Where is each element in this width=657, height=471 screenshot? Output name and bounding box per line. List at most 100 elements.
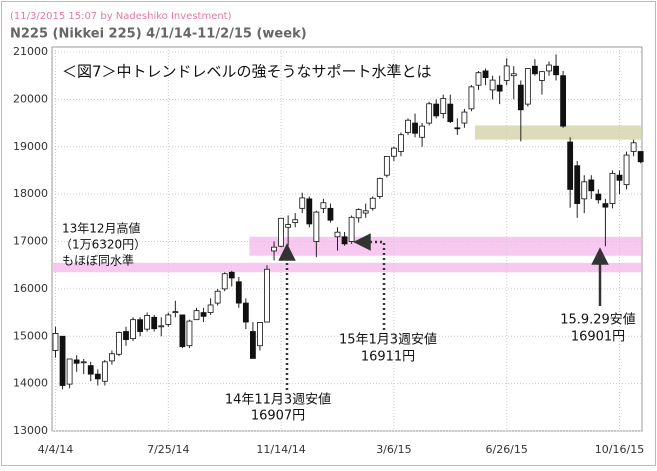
annotation: 14年11月3週安値 [225, 392, 331, 408]
candle-body [313, 211, 320, 242]
candle-body [306, 198, 313, 225]
candle-body [398, 134, 404, 152]
candle-body [390, 147, 397, 157]
y-tick-label: 16000 [13, 282, 48, 295]
y-tick-label: 14000 [13, 377, 48, 390]
candle-body [376, 177, 383, 197]
candle-body [623, 154, 630, 186]
candle-body [271, 246, 277, 252]
annotation: 15年1月3週安値 [339, 332, 437, 348]
candle-body [172, 311, 179, 314]
candle-body [517, 84, 524, 111]
y-tick-label: 21000 [13, 45, 48, 58]
candle-body [489, 79, 496, 91]
candle-body [158, 325, 165, 328]
candle-body [581, 181, 588, 200]
candle-body [80, 361, 87, 364]
y-tick-label: 20000 [13, 92, 48, 105]
candle-body [264, 268, 270, 323]
candle-body [475, 72, 482, 86]
annotation: 16901円 [571, 330, 625, 345]
candle-body [257, 322, 263, 347]
candle-body [405, 119, 411, 133]
candle-body [369, 197, 376, 209]
candle-body [249, 331, 256, 359]
y-tick-label: 15000 [13, 329, 48, 342]
candle-body [59, 335, 66, 386]
candle-body [440, 98, 447, 114]
candle-body [186, 320, 193, 347]
x-tick-label: 7/25/14 [147, 443, 189, 456]
candle-body [412, 122, 418, 134]
candle-body [130, 319, 136, 340]
candle-body [546, 64, 552, 72]
candle-body [348, 216, 355, 242]
candle-body [426, 103, 433, 124]
annotation: （1万6320円） [60, 238, 146, 252]
support-zone [249, 236, 641, 256]
x-tick-label: 10/16/15 [595, 443, 644, 456]
candle-body [482, 70, 489, 78]
candle-body [334, 231, 341, 238]
candle-body [532, 65, 538, 75]
candle-body [228, 271, 235, 279]
candle-body [574, 165, 581, 204]
y-tick-label: 19000 [13, 140, 48, 153]
candle-body [242, 302, 249, 323]
candle-body [151, 316, 158, 330]
candle-body [52, 333, 59, 351]
candle-body [616, 174, 623, 181]
annotation: 13年12月高値 [62, 221, 141, 236]
candle-body [383, 155, 390, 176]
candle-body [637, 151, 644, 163]
chart-title: ＜図7＞中トレンドレベルの強そうなサポート水準とは [62, 63, 432, 81]
candle-body [588, 179, 595, 192]
annotation: 16911円 [361, 350, 415, 365]
candle-body [461, 111, 468, 124]
y-tick-label: 13000 [13, 424, 48, 437]
candle-body [200, 312, 207, 317]
x-tick-label: 4/4/14 [38, 443, 73, 456]
annotation: もほぼ同水準 [62, 253, 134, 268]
header: (11/3/2015 15:07 by Nadeshiko Investment… [10, 11, 232, 22]
candle-body [221, 273, 228, 290]
x-tick-label: 11/14/14 [256, 443, 305, 456]
candle-body [503, 65, 510, 81]
candle-body [524, 68, 531, 105]
candle-body [560, 75, 566, 127]
candle-body [299, 197, 306, 209]
support-zone [53, 262, 641, 273]
candle-body [539, 71, 545, 81]
candle-body [66, 358, 73, 385]
annotation: 16907円 [251, 409, 305, 424]
candle-body [94, 373, 101, 380]
candle-body [285, 224, 292, 228]
candle-body [447, 103, 454, 122]
candle-body [292, 219, 299, 223]
candle-body [207, 304, 214, 313]
candle-body [419, 125, 426, 138]
candle-body [595, 193, 602, 201]
candle-body [144, 315, 151, 330]
candle-body [214, 290, 221, 304]
candle-body [116, 332, 122, 355]
subtitle: N225 (Nikkei 225) 4/1/14-11/2/15 (week) [10, 27, 307, 42]
candle-body [73, 359, 80, 364]
candle-body [341, 236, 348, 245]
candle-body [553, 65, 559, 76]
candle-body [137, 319, 144, 332]
candle-body [278, 217, 285, 247]
candle-body [327, 207, 334, 221]
candle-body [179, 314, 186, 348]
y-tick-label: 18000 [13, 187, 48, 200]
candle-body [109, 353, 115, 362]
candle-body [496, 84, 503, 92]
x-tick-label: 6/26/15 [485, 443, 527, 456]
candle-body [567, 141, 574, 190]
candle-body [165, 314, 172, 325]
candle-body [320, 202, 327, 209]
candle-body [433, 103, 440, 117]
candle-body [101, 361, 108, 382]
candle-body [355, 209, 362, 219]
